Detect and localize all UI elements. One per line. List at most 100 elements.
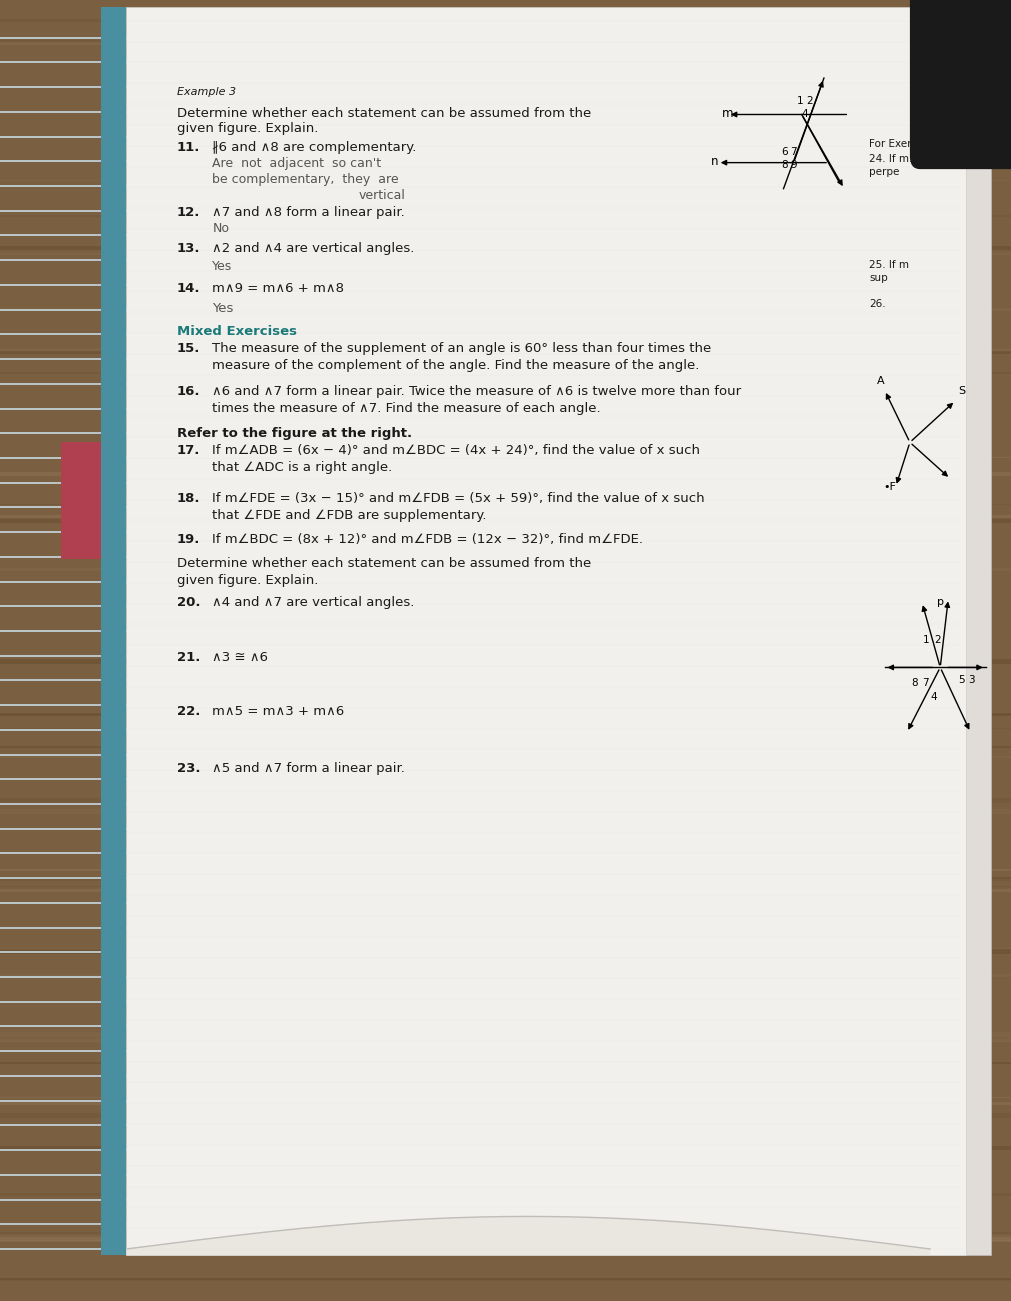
Text: given figure. Explain.: given figure. Explain. <box>177 122 318 135</box>
Text: n: n <box>711 155 718 168</box>
FancyBboxPatch shape <box>910 0 1011 169</box>
Text: m: m <box>722 107 733 120</box>
Bar <box>0 799 1011 804</box>
Text: Yes: Yes <box>212 302 234 315</box>
Text: vertical: vertical <box>359 189 405 202</box>
Bar <box>0 472 1011 476</box>
FancyBboxPatch shape <box>126 7 966 1255</box>
Text: Mixed Exercises: Mixed Exercises <box>177 325 297 338</box>
Text: 13.: 13. <box>177 242 200 255</box>
Bar <box>0 727 1011 730</box>
Bar <box>0 943 1011 948</box>
Text: Yes: Yes <box>212 260 233 273</box>
Text: perpe: perpe <box>869 167 900 177</box>
Text: 24. If m∠: 24. If m∠ <box>869 154 919 164</box>
Bar <box>0 877 1011 879</box>
Bar <box>0 1097 1011 1098</box>
Bar <box>0 1237 1011 1241</box>
Text: 21.: 21. <box>177 650 200 664</box>
Text: 16.: 16. <box>177 385 200 398</box>
Bar <box>0 1063 1011 1064</box>
Text: 4: 4 <box>930 692 937 703</box>
Bar <box>0 40 1011 44</box>
Text: be complementary,  they  are: be complementary, they are <box>212 173 399 186</box>
Text: measure of the complement of the angle. Find the measure of the angle.: measure of the complement of the angle. … <box>212 359 700 372</box>
Text: sup: sup <box>869 273 889 284</box>
FancyBboxPatch shape <box>101 7 126 1255</box>
Bar <box>0 774 1011 775</box>
Text: •F: •F <box>884 483 897 493</box>
Text: Example 3: Example 3 <box>177 87 236 98</box>
Bar <box>0 948 1011 954</box>
Text: 15.: 15. <box>177 342 200 355</box>
Text: times the measure of ∧7. Find the measure of each angle.: times the measure of ∧7. Find the measur… <box>212 402 601 415</box>
Bar <box>0 393 1011 397</box>
Bar <box>0 1114 1011 1118</box>
FancyBboxPatch shape <box>930 7 991 1255</box>
Bar <box>0 1235 1011 1240</box>
Text: 25. If m: 25. If m <box>869 260 910 271</box>
Text: 6: 6 <box>782 147 789 157</box>
Bar <box>0 919 1011 922</box>
Text: 3: 3 <box>969 675 976 686</box>
Bar <box>0 42 1011 46</box>
Text: 18.: 18. <box>177 492 200 505</box>
Text: 2: 2 <box>806 96 813 107</box>
Text: 26.: 26. <box>869 299 886 310</box>
Bar <box>0 569 1011 571</box>
Bar <box>0 756 1011 758</box>
Bar <box>0 518 1011 523</box>
Text: that ∠FDE and ∠FDB are supplementary.: that ∠FDE and ∠FDB are supplementary. <box>212 509 487 522</box>
Bar <box>0 180 1011 181</box>
Text: 4: 4 <box>802 109 809 120</box>
Bar <box>0 457 1011 458</box>
Text: 7: 7 <box>922 678 929 688</box>
Text: ∧2 and ∧4 are vertical angles.: ∧2 and ∧4 are vertical angles. <box>212 242 415 255</box>
Bar <box>0 254 1011 255</box>
Bar <box>0 1232 1011 1235</box>
Text: m∧5 = m∧3 + m∧6: m∧5 = m∧3 + m∧6 <box>212 705 345 718</box>
Text: 14.: 14. <box>177 282 200 295</box>
Bar <box>0 1102 1011 1105</box>
Bar <box>0 372 1011 375</box>
Bar <box>0 809 1011 813</box>
Text: 12.: 12. <box>177 206 200 219</box>
Text: No: No <box>212 222 229 235</box>
Bar <box>0 308 1011 311</box>
Text: ∧5 and ∧7 form a linear pair.: ∧5 and ∧7 form a linear pair. <box>212 762 405 775</box>
Bar <box>0 1240 1011 1242</box>
Text: If m∠FDE = (3x − 15)° and m∠FDB = (5x + 59)°, find the value of x such: If m∠FDE = (3x − 15)° and m∠FDB = (5x + … <box>212 492 705 505</box>
Bar <box>0 869 1011 870</box>
Bar <box>0 726 1011 729</box>
Text: 22.: 22. <box>177 705 200 718</box>
Bar <box>0 713 1011 716</box>
Text: ∧6 and ∧7 form a linear pair. Twice the measure of ∧6 is twelve more than four: ∧6 and ∧7 form a linear pair. Twice the … <box>212 385 741 398</box>
Bar <box>0 886 1011 887</box>
Text: The measure of the supplement of an angle is 60° less than four times the: The measure of the supplement of an angl… <box>212 342 712 355</box>
Bar <box>0 973 1011 977</box>
Text: Determine whether each statement can be assumed from the: Determine whether each statement can be … <box>177 107 591 120</box>
Text: 11.: 11. <box>177 141 200 154</box>
Bar <box>0 1055 1011 1060</box>
Text: that ∠ADC is a right angle.: that ∠ADC is a right angle. <box>212 461 392 474</box>
Text: 1: 1 <box>923 635 930 645</box>
Text: ∧3 ≅ ∧6: ∧3 ≅ ∧6 <box>212 650 268 664</box>
Text: 1: 1 <box>797 96 804 107</box>
Text: 8: 8 <box>782 160 789 170</box>
Bar <box>0 18 1011 22</box>
Bar <box>0 297 1011 298</box>
Bar <box>0 1146 1011 1150</box>
Bar <box>0 515 1011 519</box>
Text: If m∠ADB = (6x − 4)° and m∠BDC = (4x + 24)°, find the value of x such: If m∠ADB = (6x − 4)° and m∠BDC = (4x + 2… <box>212 444 701 457</box>
Text: Refer to the figure at the right.: Refer to the figure at the right. <box>177 427 412 440</box>
Text: p: p <box>937 597 944 608</box>
Bar <box>0 618 1011 621</box>
Bar <box>0 215 1011 217</box>
FancyBboxPatch shape <box>61 442 101 559</box>
Text: 5: 5 <box>958 675 966 686</box>
Bar <box>0 1032 1011 1037</box>
Text: 7: 7 <box>791 147 798 157</box>
Text: 2: 2 <box>934 635 941 645</box>
Bar <box>0 284 1011 286</box>
Text: 9: 9 <box>791 160 798 170</box>
